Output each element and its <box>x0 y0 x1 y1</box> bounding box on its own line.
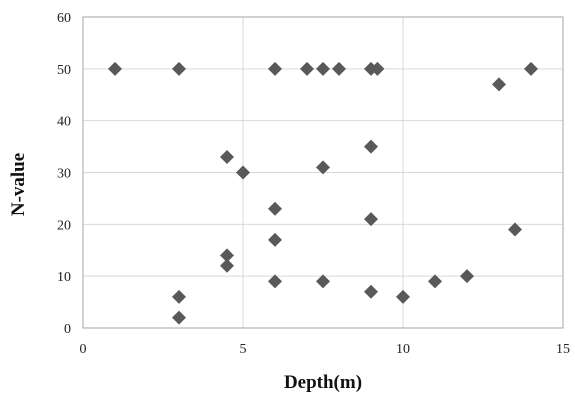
data-point <box>396 289 410 304</box>
x-tick-label: 0 <box>80 342 87 357</box>
x-tick-label: 10 <box>396 342 410 357</box>
y-tick-label: 50 <box>57 63 71 78</box>
data-point <box>332 61 346 76</box>
y-tick-label: 0 <box>64 322 71 337</box>
y-tick-label: 10 <box>57 270 71 285</box>
y-tick-label: 40 <box>57 115 71 130</box>
data-point <box>172 289 186 304</box>
data-point <box>492 77 506 92</box>
data-point <box>508 222 522 237</box>
y-axis-title: N-value <box>8 153 29 216</box>
data-point <box>172 310 186 325</box>
data-point <box>524 61 538 76</box>
data-point <box>268 201 282 216</box>
data-point <box>428 274 442 289</box>
data-point <box>300 61 314 76</box>
data-point <box>220 149 234 164</box>
data-point <box>268 61 282 76</box>
x-tick-label: 5 <box>240 342 247 357</box>
plot-border <box>82 16 564 329</box>
x-axis-title: Depth(m) <box>284 372 362 393</box>
data-point <box>316 61 330 76</box>
data-point <box>364 139 378 154</box>
tick-labels: 0 10 20 30 40 50 60 0 5 10 15 <box>57 11 570 357</box>
data-point <box>108 61 122 76</box>
data-points <box>108 61 538 325</box>
x-tick-label: 15 <box>556 342 570 357</box>
y-tick-label: 60 <box>57 11 71 26</box>
data-point <box>220 248 234 263</box>
data-point <box>316 274 330 289</box>
y-tick-label: 30 <box>57 167 71 182</box>
data-point <box>268 274 282 289</box>
data-point <box>370 61 385 76</box>
axes <box>82 16 564 329</box>
y-tick-label: 20 <box>57 218 71 233</box>
data-point <box>364 284 378 299</box>
data-point <box>364 212 378 227</box>
data-point <box>460 269 474 284</box>
data-point <box>316 160 330 175</box>
data-point <box>172 61 186 76</box>
data-point <box>236 165 250 180</box>
data-point <box>268 232 282 247</box>
data-point <box>220 258 234 273</box>
